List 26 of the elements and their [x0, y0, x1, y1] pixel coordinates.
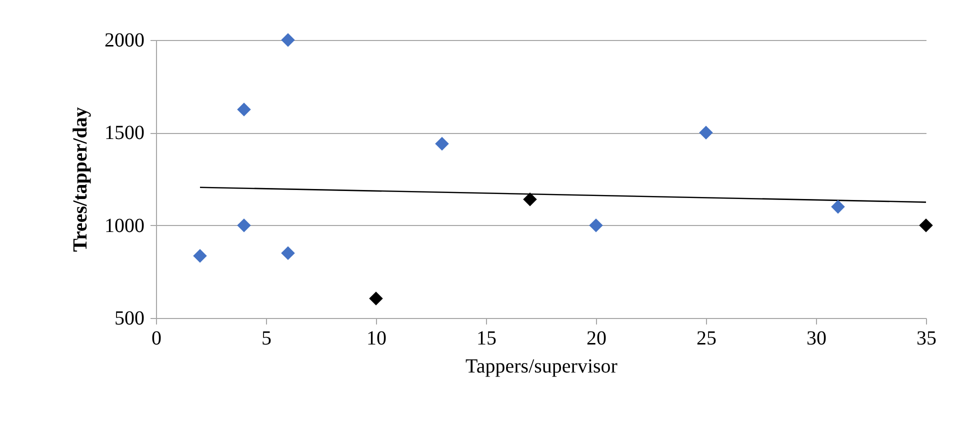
x-tick-label: 20 — [586, 328, 606, 350]
point — [589, 218, 603, 232]
y-axis-title: Trees/tapper/day — [70, 107, 92, 252]
point — [281, 33, 295, 47]
point — [523, 192, 537, 206]
y-tick-label: 1000 — [104, 214, 144, 237]
x-tick-label: 25 — [696, 328, 716, 350]
y-tick-label: 500 — [114, 308, 144, 330]
point — [237, 218, 251, 232]
x-tick-label: 35 — [916, 328, 936, 350]
y-tick-label: 1500 — [104, 122, 144, 144]
point — [435, 136, 449, 151]
x-tick-label: 5 — [262, 328, 272, 350]
point — [369, 292, 383, 306]
x-axis-title: Tappers/supervisor — [466, 356, 618, 378]
point — [281, 246, 295, 260]
y-tick-label: 2000 — [104, 30, 144, 52]
point — [193, 249, 207, 263]
point — [237, 102, 251, 116]
point — [831, 200, 845, 214]
x-tick-label: 0 — [152, 328, 162, 350]
x-tick-label: 30 — [806, 328, 826, 350]
x-tick-label: 10 — [366, 328, 386, 350]
point — [919, 218, 933, 232]
x-tick-label: 15 — [476, 328, 496, 350]
point — [699, 126, 713, 140]
